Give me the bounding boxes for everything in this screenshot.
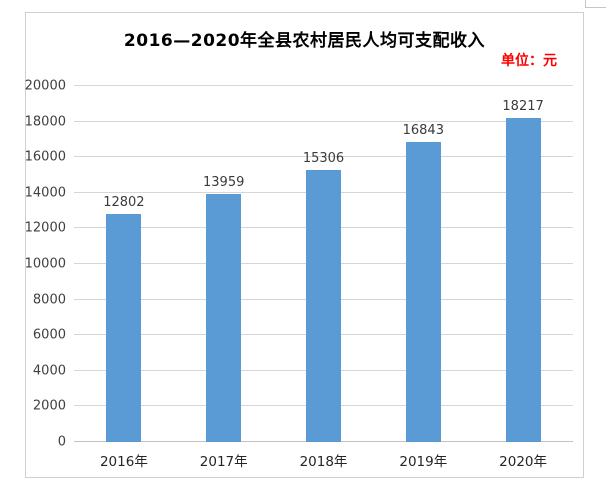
y-tick-label: 20000 xyxy=(24,78,66,94)
bar-value-label: 15306 xyxy=(302,150,345,166)
x-tick-label-2018: 2018年 xyxy=(299,454,348,470)
y-tick-label: 10000 xyxy=(24,256,66,272)
bar-2017 xyxy=(206,193,242,442)
y-tick-label: 6000 xyxy=(32,327,66,343)
chart-title: 2016—2020年全县农村居民人均可支配收入 xyxy=(123,31,486,51)
plot-area: 0 2000 4000 6000 8000 10000 12000 14000 … xyxy=(25,80,573,449)
bar-2019 xyxy=(405,142,441,442)
x-tick-label-2016: 2016年 xyxy=(99,454,148,470)
bar-group-2020: 18217 xyxy=(473,86,573,442)
bar-2020 xyxy=(505,117,541,442)
gridline xyxy=(74,156,573,158)
bar-group-2019: 16843 xyxy=(373,86,473,442)
chart-container: 2016—2020年全县农村居民人均可支配收入 单位：元 0 2000 4000… xyxy=(25,12,584,478)
y-tick-label: 12000 xyxy=(24,220,66,236)
x-tick-label-2017: 2017年 xyxy=(199,454,248,470)
y-tick-label: 14000 xyxy=(24,185,66,201)
bar-value-label: 18217 xyxy=(502,98,544,114)
y-tick-label: 18000 xyxy=(24,114,66,130)
x-axis: 2016年 2017年 2018年 2019年 2020年 xyxy=(74,450,573,470)
y-tick-label: 8000 xyxy=(32,292,66,308)
bar-value-label: 16843 xyxy=(402,123,444,139)
bar-2018 xyxy=(305,169,341,442)
gridline xyxy=(74,120,573,122)
bar-group-2016: 12802 xyxy=(74,86,174,442)
bar-value-label: 12802 xyxy=(103,195,145,211)
bar-series: 12802 13959 15306 16843 18217 xyxy=(74,86,573,442)
bar-group-2018: 15306 xyxy=(274,86,374,442)
unit-label: 单位：元 xyxy=(501,53,557,69)
bar-2016 xyxy=(106,214,142,442)
y-tick-label: 4000 xyxy=(32,363,66,379)
x-tick-label-2019: 2019年 xyxy=(399,454,448,470)
window-corner-artifact xyxy=(585,0,606,8)
y-tick-label: 2000 xyxy=(32,398,66,414)
y-tick-label: 0 xyxy=(57,434,66,450)
bar-value-label: 13959 xyxy=(203,174,245,190)
bar-group-2017: 13959 xyxy=(174,86,274,442)
y-tick-label: 16000 xyxy=(24,149,66,165)
gridline xyxy=(74,85,573,86)
x-tick-label-2020: 2020年 xyxy=(499,454,548,470)
